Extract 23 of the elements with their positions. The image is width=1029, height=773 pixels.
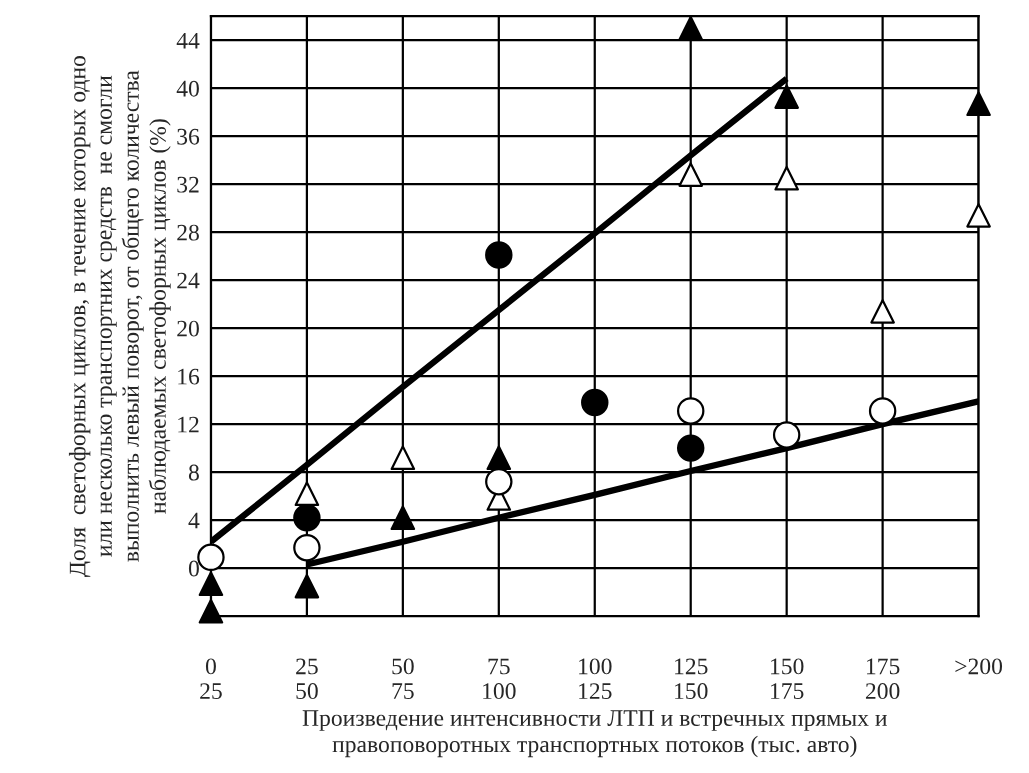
- x-tick-label: 0 25: [200, 658, 222, 700]
- y-tick-label: 4: [188, 512, 200, 529]
- y-tick-label: 40: [176, 80, 199, 97]
- y-tick-label: 28: [177, 224, 199, 241]
- y-tick-label: 44: [176, 32, 200, 49]
- x-tick-label: 100 125: [579, 658, 612, 700]
- y-tick-label: 0: [188, 560, 199, 577]
- y-tick-label: 8: [188, 464, 199, 481]
- y-tick-label: 36: [177, 128, 200, 145]
- y-axis-title: Доля светофорных циклов, в течение которых одно или несколько транспортних средств не смогли выполнить левый поворот, от общего количества наблюдаемых светофорных циклов (%): [68, 56, 171, 577]
- y-tick-label: 12: [178, 416, 199, 433]
- x-tick-label: 25 50: [296, 658, 318, 700]
- x-tick-label: 50 75: [392, 658, 414, 700]
- x-tick-label: 125 150: [675, 658, 708, 700]
- x-tick-label: 75 100: [483, 658, 516, 700]
- x-axis-title: Произведение интенсивности ЛТП и встречных прямых и правоповоротных транспортных потоков (тыс. авто): [302, 710, 887, 758]
- y-tick-label: 20: [177, 320, 199, 337]
- x-tick-label: >200: [955, 658, 1003, 675]
- x-tick-label: 150 175: [771, 658, 804, 700]
- y-tick-label: 24: [177, 272, 200, 289]
- y-tick-label: 16: [178, 368, 200, 385]
- x-tick-label: 175 200: [865, 658, 900, 700]
- y-tick-label: 32: [177, 176, 199, 193]
